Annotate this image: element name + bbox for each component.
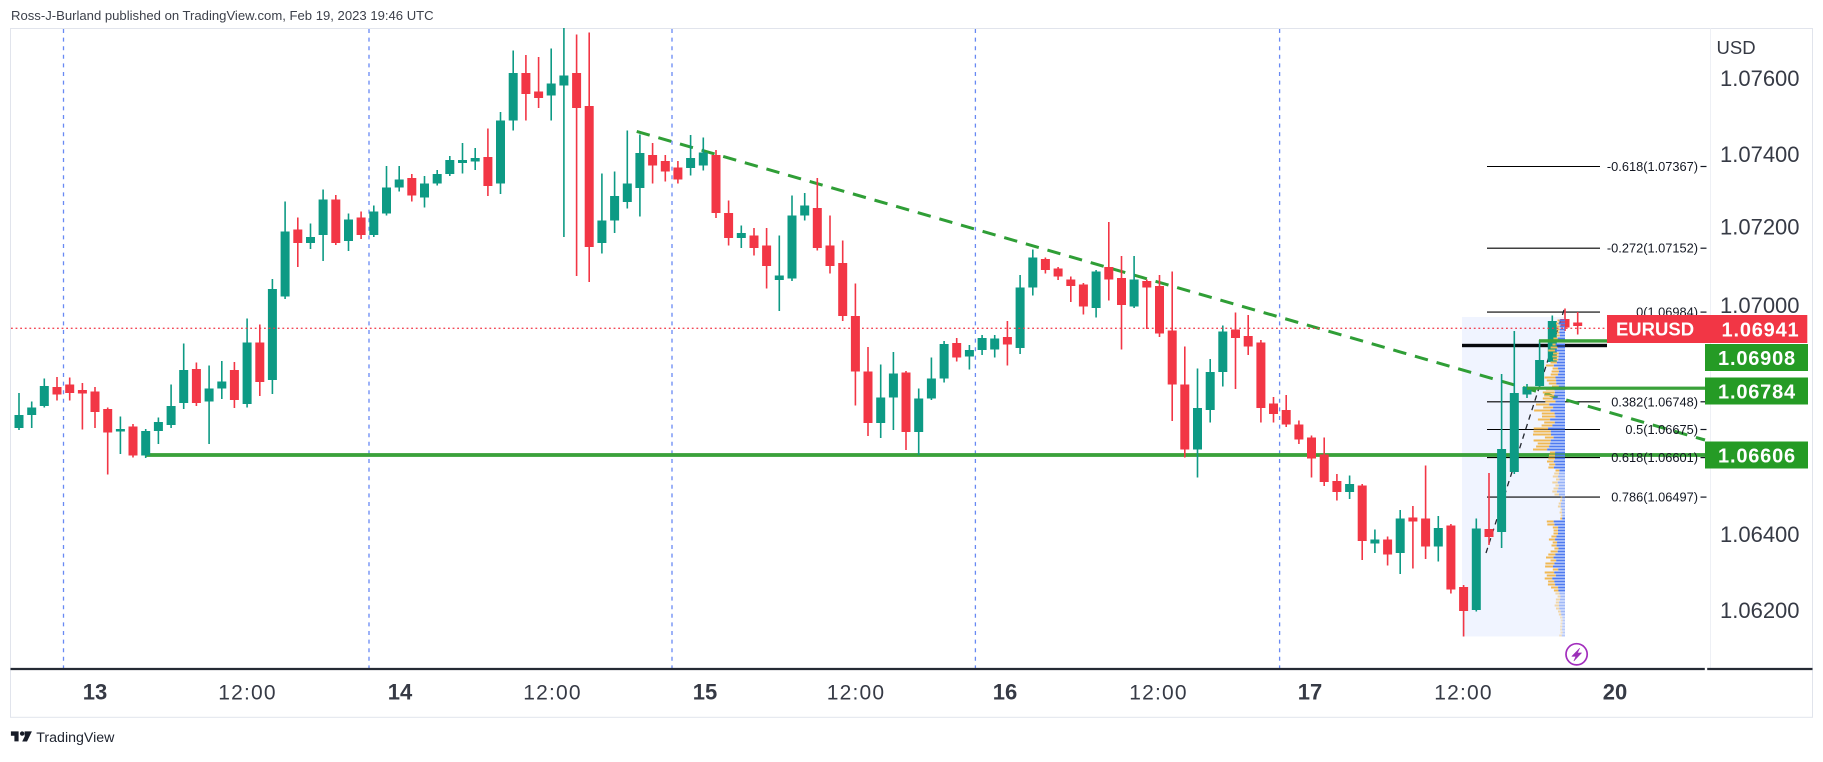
svg-text:0.5(1.06675): 0.5(1.06675) xyxy=(1625,422,1698,437)
svg-text:17: 17 xyxy=(1298,680,1322,705)
svg-text:12:00: 12:00 xyxy=(218,682,277,705)
svg-text:Ross-J-Burland published on Tr: Ross-J-Burland published on TradingView.… xyxy=(11,8,434,23)
svg-text:1.07000: 1.07000 xyxy=(1720,293,1800,318)
svg-text:1.07400: 1.07400 xyxy=(1720,142,1800,167)
svg-text:EURUSD: EURUSD xyxy=(1616,319,1694,340)
svg-text:12:00: 12:00 xyxy=(523,682,582,705)
svg-text:0.618(1.06601): 0.618(1.06601) xyxy=(1611,450,1698,465)
svg-text:12:00: 12:00 xyxy=(827,682,886,705)
svg-text:-0.272(1.07152): -0.272(1.07152) xyxy=(1607,241,1698,256)
svg-text:1.07600: 1.07600 xyxy=(1720,66,1800,91)
svg-text:13: 13 xyxy=(83,680,107,705)
svg-text:USD: USD xyxy=(1717,37,1756,58)
svg-text:0.786(1.06497): 0.786(1.06497) xyxy=(1611,490,1698,505)
svg-text:1.06200: 1.06200 xyxy=(1720,598,1800,623)
svg-text:20: 20 xyxy=(1603,680,1627,705)
svg-text:1.06400: 1.06400 xyxy=(1720,522,1800,547)
svg-text:16: 16 xyxy=(993,680,1017,705)
svg-text:0.382(1.06748): 0.382(1.06748) xyxy=(1611,394,1698,409)
svg-text:1.06908: 1.06908 xyxy=(1718,348,1796,370)
svg-text:1.06784: 1.06784 xyxy=(1718,381,1796,403)
svg-text:12:00: 12:00 xyxy=(1434,682,1493,705)
svg-text:14: 14 xyxy=(388,680,413,705)
svg-text:15: 15 xyxy=(693,680,717,705)
svg-text:-0.618(1.07367): -0.618(1.07367) xyxy=(1607,159,1698,174)
svg-text:12:00: 12:00 xyxy=(1129,682,1188,705)
svg-text:1.06606: 1.06606 xyxy=(1718,445,1796,467)
svg-text:TradingView: TradingView xyxy=(36,730,115,746)
svg-text:1.06941: 1.06941 xyxy=(1722,319,1800,341)
svg-text:1.07200: 1.07200 xyxy=(1720,215,1800,240)
